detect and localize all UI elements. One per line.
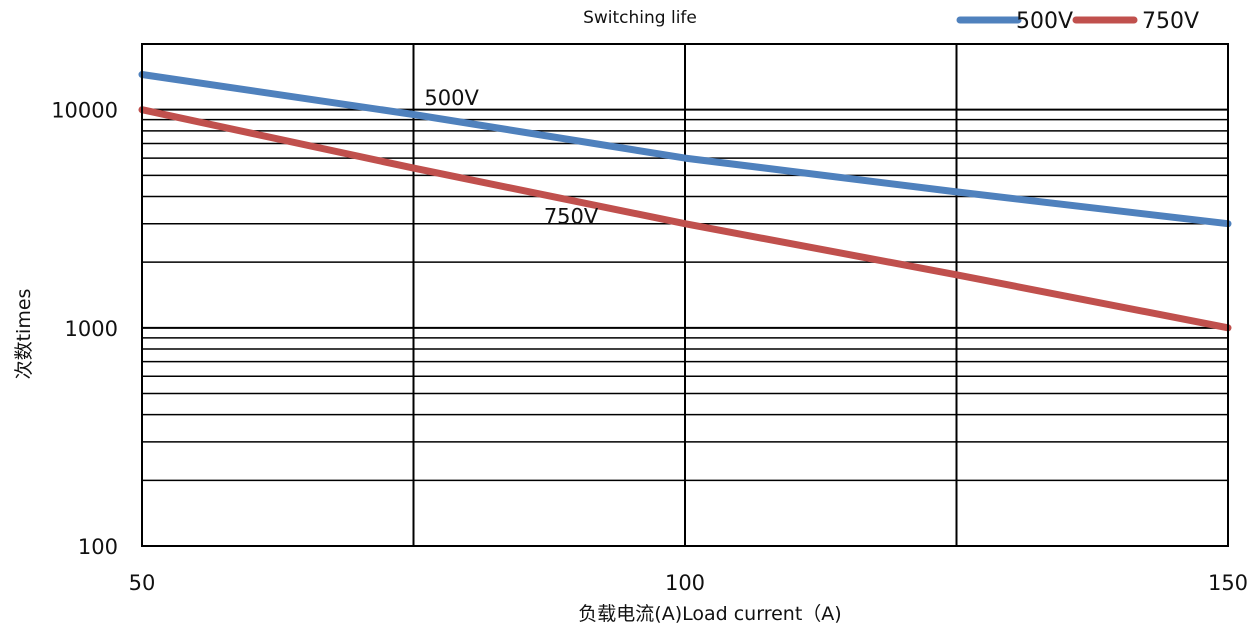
series-line-750v <box>138 106 1232 332</box>
series-line-500v <box>138 71 1232 228</box>
y-axis-title: 次数times <box>13 289 35 380</box>
x-tick-label: 100 <box>665 571 705 595</box>
x-tick-label: 50 <box>129 571 156 595</box>
plot-frame <box>141 43 1229 547</box>
legend: 500V 750V <box>956 9 1199 34</box>
x-axis-title: 负载电流(A)Load current（A) <box>578 603 841 625</box>
series-lines <box>138 71 1232 332</box>
y-tick-label: 10000 <box>51 99 118 123</box>
y-tick-label: 100 <box>78 535 118 559</box>
tick-labels: 100 1000 10000 50 100 150 <box>51 99 1248 595</box>
y-tick-label: 1000 <box>65 317 118 341</box>
series-labels: 500V 750V <box>424 86 599 229</box>
x-tick-label: 150 <box>1208 571 1248 595</box>
series-label-750v: 750V <box>544 205 599 229</box>
chart-subtitle: Switching life <box>583 8 697 28</box>
legend-label-750v: 750V <box>1142 9 1199 34</box>
series-label-500v: 500V <box>424 86 479 110</box>
legend-label-500v: 500V <box>1016 9 1073 34</box>
